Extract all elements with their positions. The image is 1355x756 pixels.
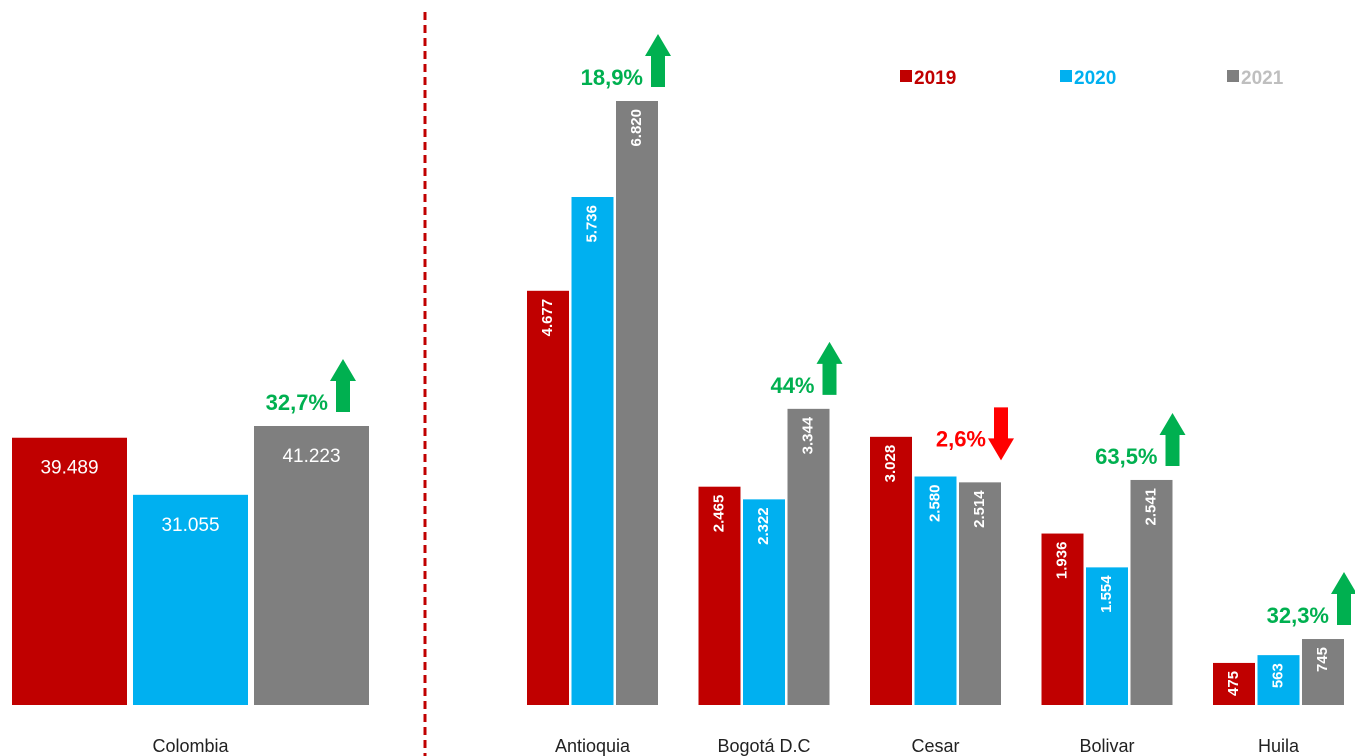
- legend-swatch: [1060, 70, 1072, 82]
- value-label: 2.580: [926, 485, 943, 523]
- bar: [870, 436, 912, 705]
- legend-label: 2020: [1074, 68, 1116, 89]
- arrow: [330, 359, 356, 412]
- annotation: 32,3%: [1267, 603, 1329, 628]
- value-label: 5.736: [583, 205, 600, 243]
- value-label: 3.028: [882, 445, 899, 483]
- arrow: [1159, 412, 1186, 466]
- value-label: 3.344: [799, 416, 816, 454]
- x-tick-label: Cesar: [911, 736, 959, 756]
- value-label: 563: [1269, 663, 1286, 688]
- annotation: 18,9%: [581, 65, 643, 90]
- value-label: 4.677: [539, 299, 556, 337]
- bar: [12, 437, 127, 705]
- value-label: 39.489: [40, 458, 98, 479]
- value-label: 1.936: [1053, 542, 1070, 580]
- value-label: 6.820: [628, 109, 645, 147]
- bar: [1041, 533, 1084, 705]
- legend-label: 2019: [914, 68, 956, 89]
- x-tick-label: Huila: [1258, 736, 1300, 756]
- bar: [616, 101, 658, 705]
- annotation: 2,6%: [936, 426, 986, 451]
- bar: [698, 486, 741, 705]
- bar: [1213, 662, 1255, 705]
- value-label: 41.223: [282, 446, 340, 467]
- legend-label: 2021: [1241, 68, 1284, 89]
- bar: [1130, 479, 1173, 705]
- arrow: [1331, 572, 1355, 626]
- arrow: [645, 34, 671, 87]
- x-tick-label: Colombia: [152, 736, 229, 756]
- arrow: [988, 407, 1014, 461]
- value-label: 475: [1225, 671, 1242, 696]
- value-label: 745: [1314, 647, 1331, 672]
- value-label: 2.322: [755, 507, 772, 545]
- bar: [571, 197, 614, 705]
- bar: [254, 426, 369, 705]
- bar: [1257, 655, 1300, 705]
- value-label: 31.055: [161, 515, 219, 536]
- bar: [1302, 639, 1344, 705]
- value-label: 1.554: [1098, 575, 1115, 613]
- bar: [743, 499, 785, 705]
- bar: [914, 476, 957, 705]
- bar: [1086, 567, 1128, 705]
- value-label: 2.465: [710, 495, 727, 533]
- bar: [959, 482, 1001, 705]
- annotation: 63,5%: [1095, 444, 1157, 469]
- x-tick-label: Bolivar: [1079, 736, 1134, 756]
- legend-swatch: [1227, 70, 1239, 82]
- annotation: 32,7%: [266, 390, 328, 415]
- value-label: 2.541: [1142, 488, 1159, 526]
- value-label: 2.514: [971, 490, 988, 528]
- arrow: [816, 341, 843, 395]
- x-tick-label: Bogotá D.C: [717, 736, 810, 756]
- bar: [527, 290, 569, 705]
- bar: [133, 494, 248, 705]
- bar: [787, 408, 830, 705]
- x-tick-label: Antioquia: [555, 736, 631, 756]
- legend-swatch: [900, 70, 912, 82]
- annotation: 44%: [770, 373, 814, 398]
